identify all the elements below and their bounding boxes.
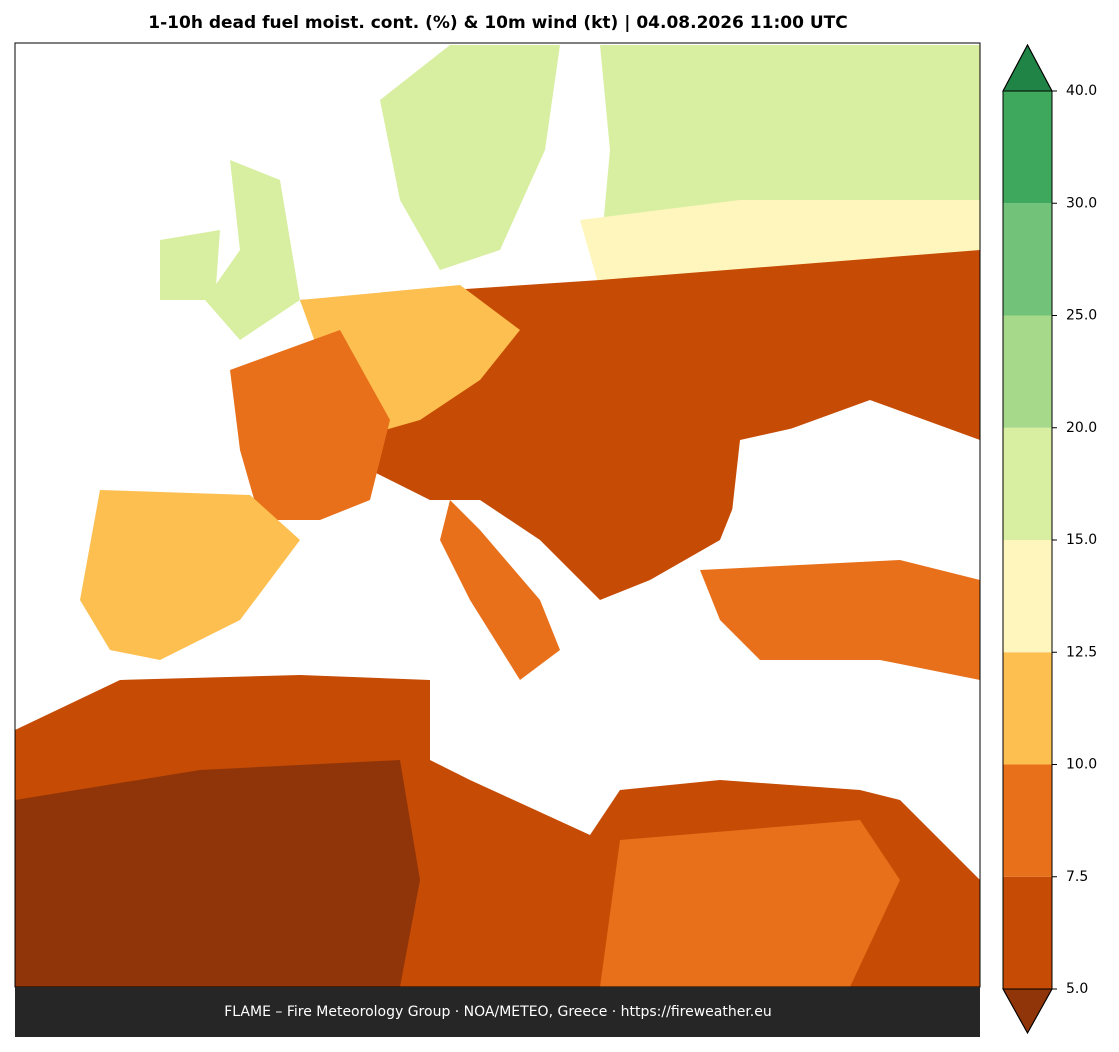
colorbar-bin <box>1003 427 1052 540</box>
land <box>380 45 560 270</box>
colorbar-bin <box>1003 315 1052 428</box>
colorbar-tick-label: 40.0 <box>1066 83 1097 99</box>
land <box>230 330 390 520</box>
colorbar-bin <box>1003 652 1052 765</box>
colorbar-bin <box>1003 203 1052 316</box>
colorbar-tick-label: 7.5 <box>1066 869 1088 885</box>
colorbar: 5.0 7.5 10.0 12.5 15.0 20.0 25.0 30.0 40.0 <box>1002 43 1097 1035</box>
colorbar-bin <box>1003 540 1052 653</box>
land <box>15 760 420 987</box>
title: 1-10h dead fuel moist. cont. (%) & 10m w… <box>148 13 847 33</box>
colorbar-tick-label: 12.5 <box>1066 644 1097 660</box>
colorbar-tick-label: 25.0 <box>1066 308 1097 324</box>
colorbar-tick-label: 15.0 <box>1066 532 1097 548</box>
colorbar-bin <box>1003 764 1052 877</box>
land <box>80 490 300 660</box>
colorbar-tick-label: 20.0 <box>1066 420 1097 436</box>
black-sea <box>730 420 950 550</box>
colorbar-over <box>1002 43 1053 92</box>
colorbar-bin <box>1003 876 1052 989</box>
colorbar-tick-label: 10.0 <box>1066 757 1097 773</box>
footer-bar <box>15 987 980 1037</box>
colorbar-under <box>1002 988 1053 1035</box>
land <box>600 820 900 987</box>
land <box>700 560 980 680</box>
land <box>160 230 220 300</box>
land <box>440 500 560 680</box>
colorbar-bin <box>1003 91 1052 204</box>
colorbar-tick-label: 30.0 <box>1066 195 1097 211</box>
map <box>14 42 981 988</box>
footer: FLAME – Fire Meteorology Group · NOA/MET… <box>224 1004 772 1020</box>
colorbar-tick-label: 5.0 <box>1066 981 1088 997</box>
land <box>205 160 300 340</box>
